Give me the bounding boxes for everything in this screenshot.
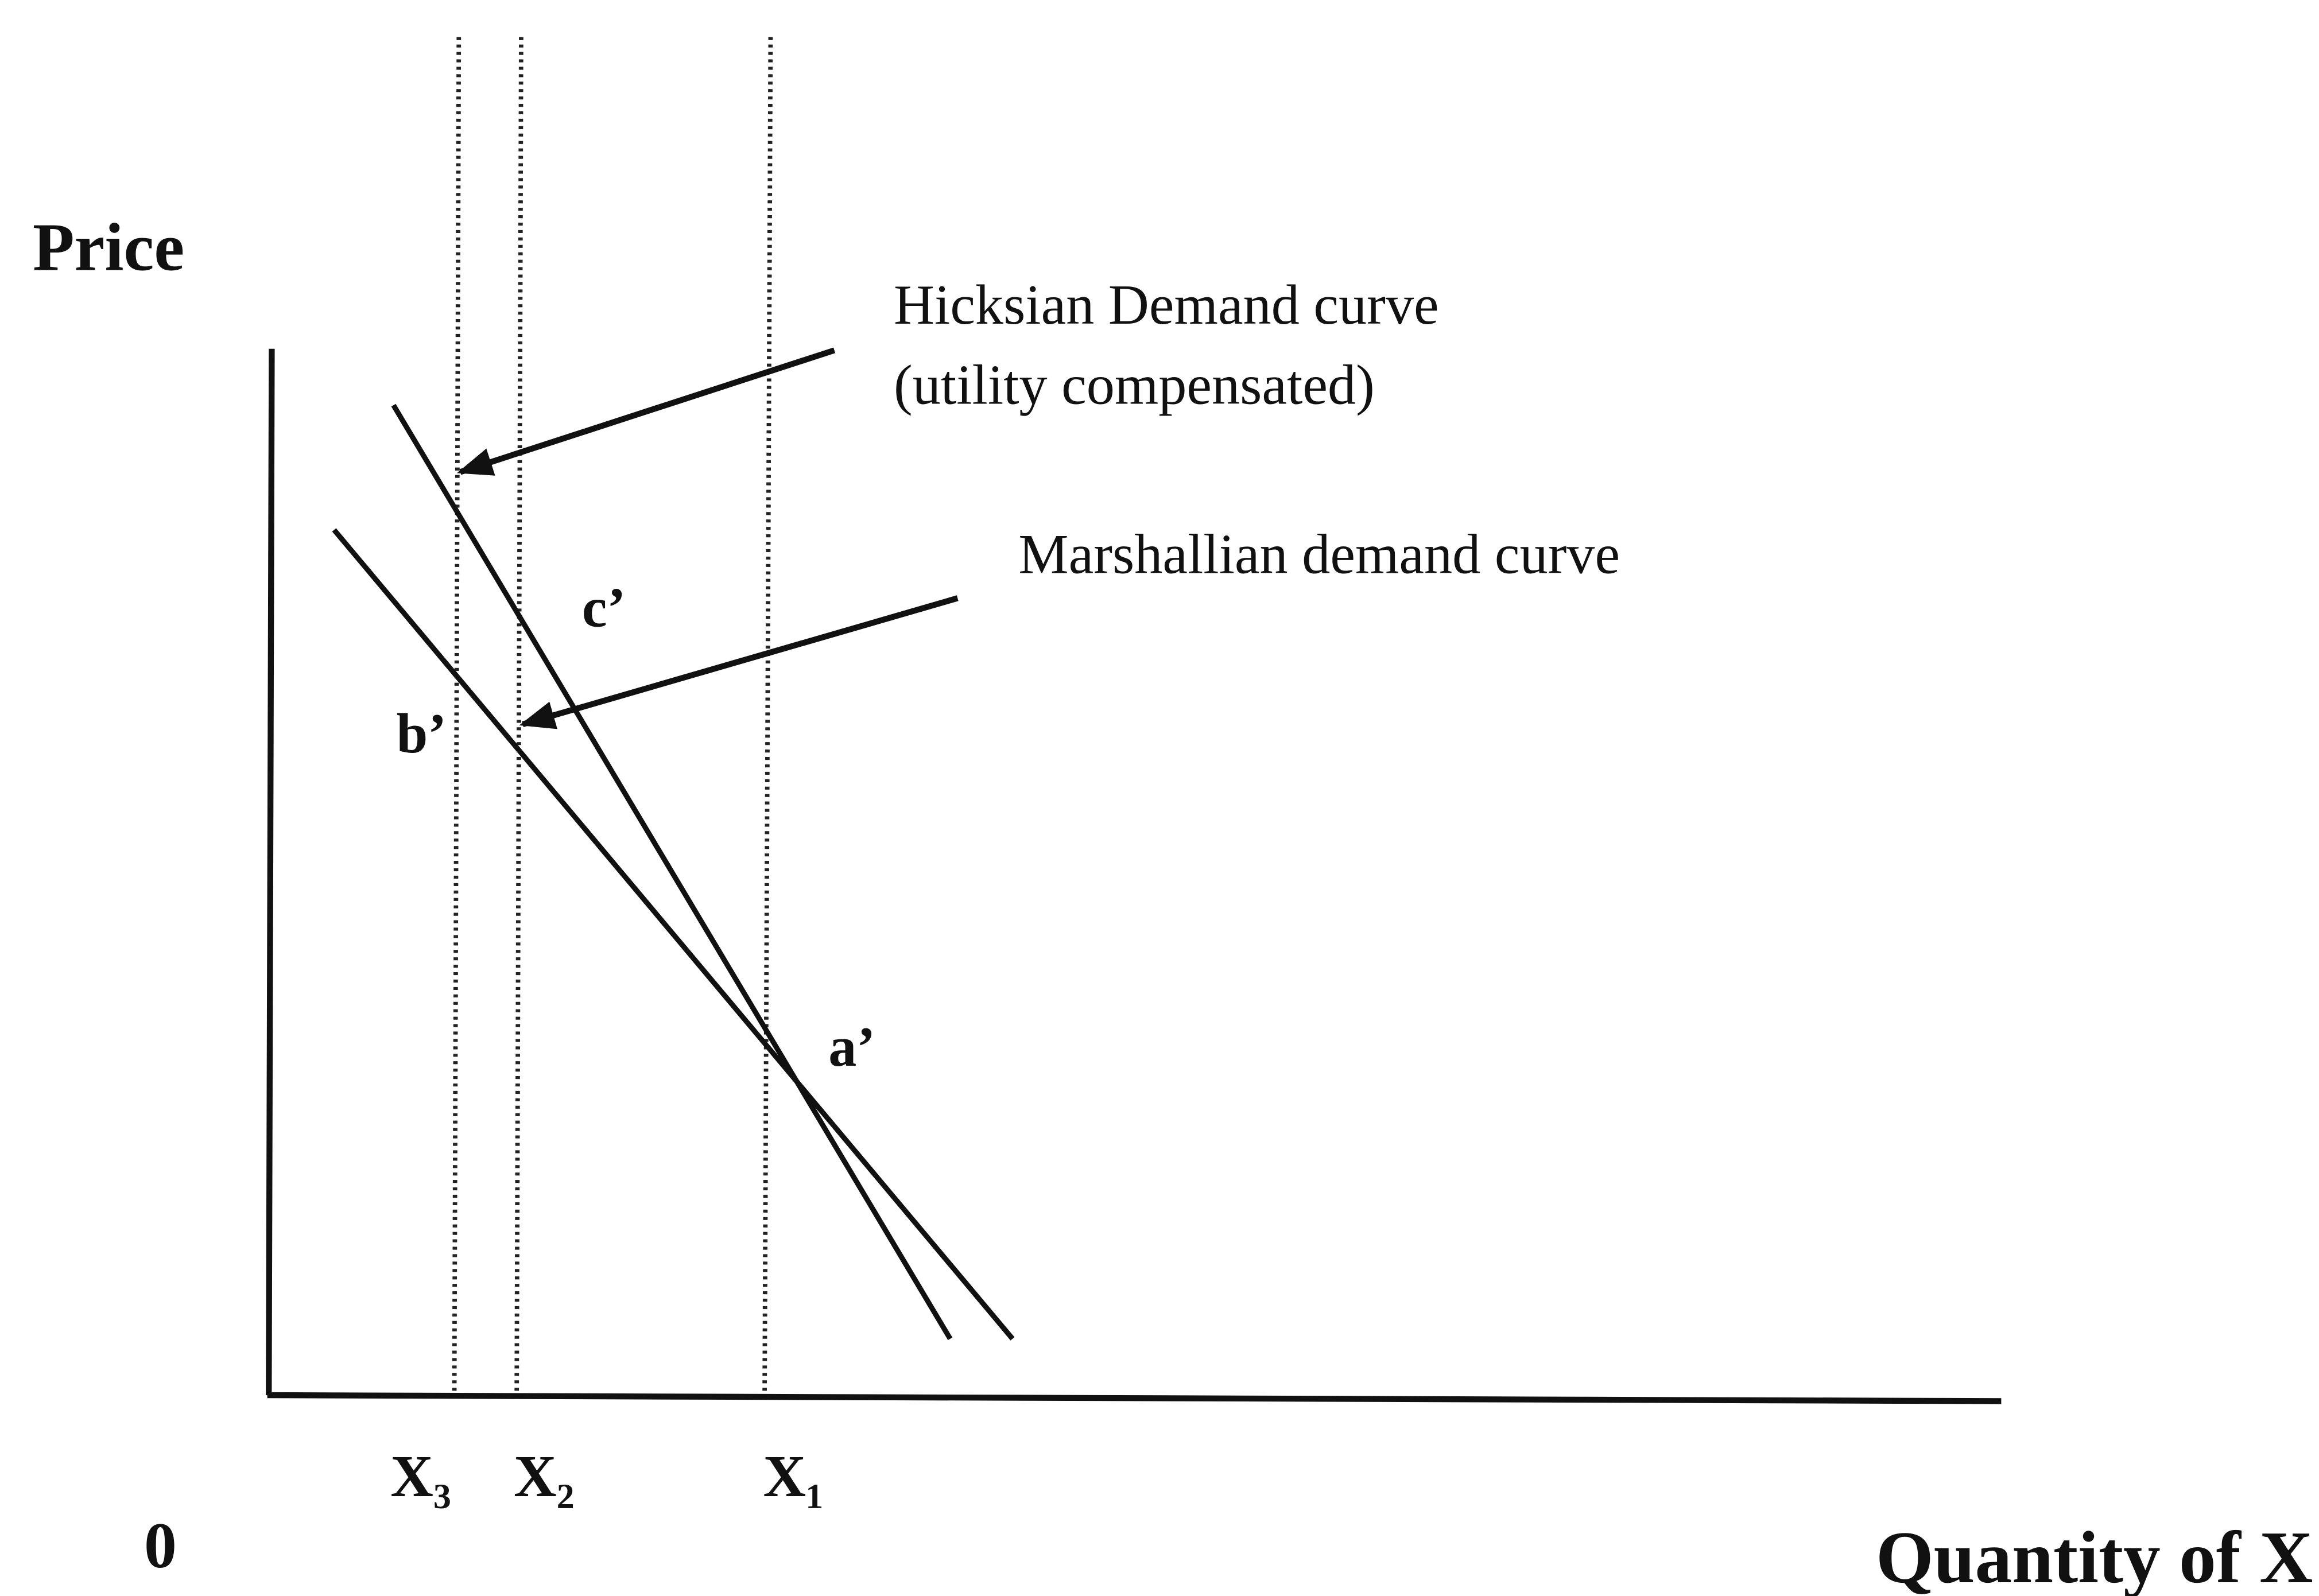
- hicksian-arrow: [456, 347, 836, 476]
- marshallian-label: Marshallian demand curve: [1018, 523, 1620, 585]
- guide-lines: [452, 37, 773, 1396]
- x-marker: X₂: [514, 1444, 575, 1509]
- point-label: c’: [582, 576, 626, 639]
- point-label: a’: [828, 1016, 875, 1078]
- origin-label: 0: [144, 1509, 177, 1582]
- x-axis-label: Quantity of X: [1876, 1516, 2313, 1596]
- x-marker: X₁: [763, 1444, 824, 1509]
- guide-x2: [514, 37, 523, 1396]
- y-axis: [266, 348, 275, 1396]
- marshallian-arrow: [519, 595, 959, 729]
- marshallian-curve: [332, 528, 1015, 1341]
- guide-x1: [762, 37, 773, 1396]
- x-axis: [267, 1392, 2002, 1404]
- hicksian-label: Hicksian Demand curve: [894, 274, 1439, 336]
- y-axis-label: Price: [33, 209, 184, 285]
- x-marker: X₃: [390, 1444, 451, 1509]
- guide-x3: [452, 37, 462, 1396]
- hicksian-sublabel: (utility compensated): [894, 354, 1375, 416]
- point-label: b’: [397, 702, 447, 765]
- hicksian-curve: [391, 403, 953, 1341]
